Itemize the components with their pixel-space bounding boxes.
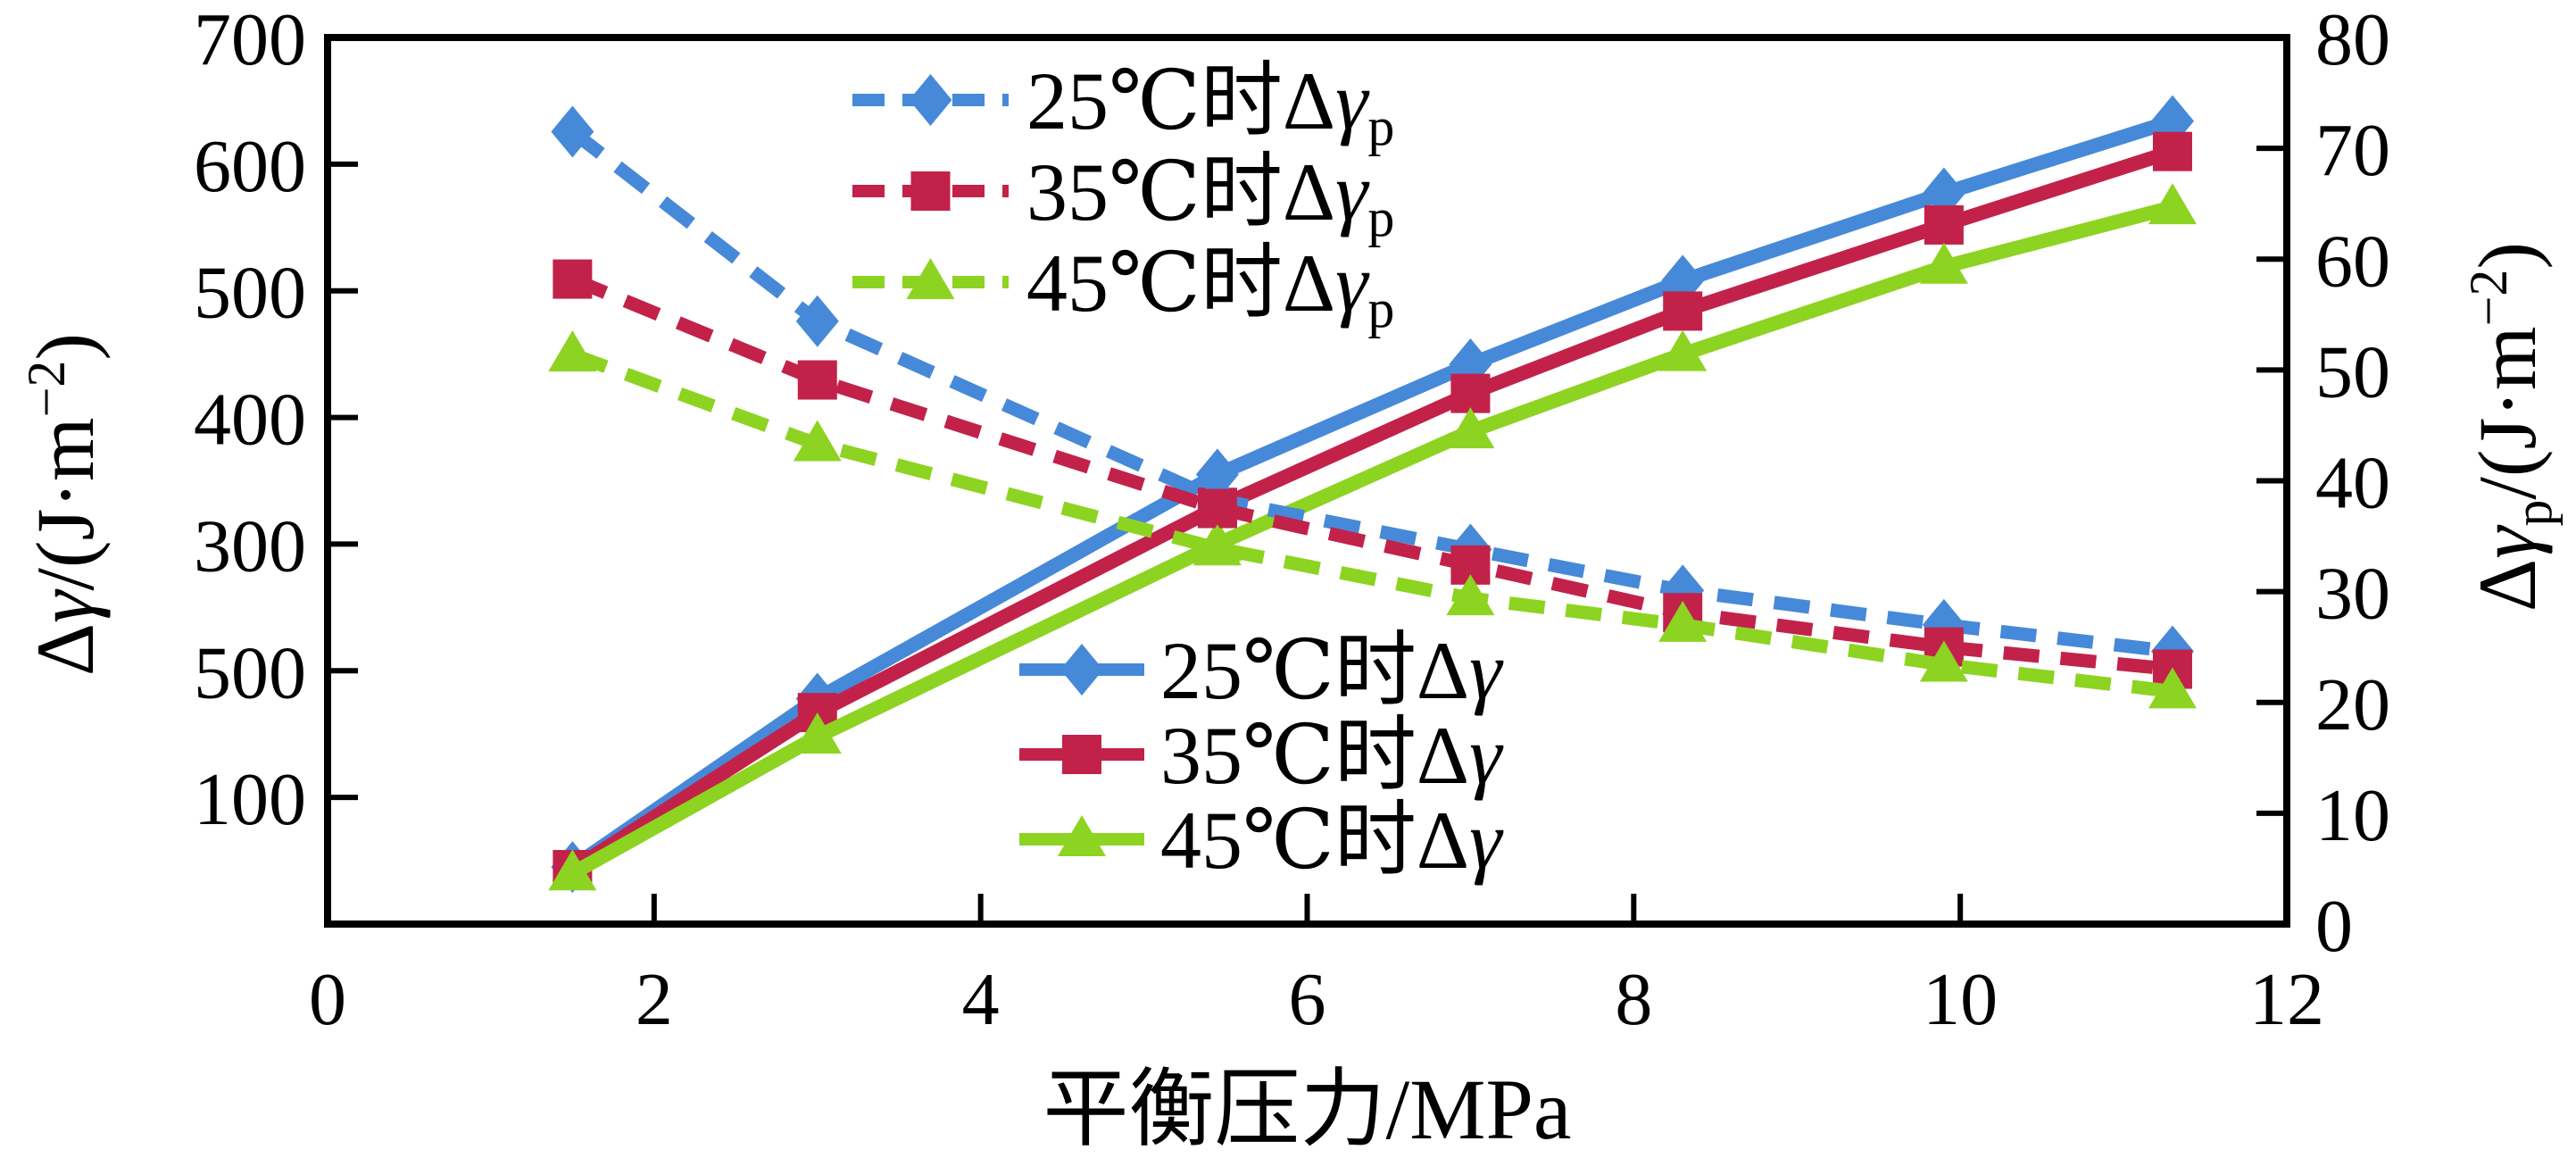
legend-solid-row-2-label-gamma: γ [1469, 795, 1504, 886]
right-axis-tick-label-8: 0 [2315, 885, 2353, 968]
legend-solid-row-0-label-pre: 25℃时Δ [1160, 625, 1469, 716]
left-axis-title-sup: −2 [17, 361, 76, 418]
series-2-point-5-triangle-marker [1919, 242, 1968, 284]
left-axis-title-suf: ) [20, 333, 111, 361]
legend-solid-row-1-label-gamma: γ [1469, 710, 1504, 801]
series-1-point-5-square-marker [1924, 204, 1964, 245]
series-2-point-1-triangle-marker [793, 712, 842, 754]
legend-dashed-row-1-square-marker [910, 171, 951, 211]
series-3-point-1-diamond-marker [795, 295, 839, 347]
legend-dashed-row-2-label-pre: 45℃时Δ [1026, 237, 1335, 329]
series-2-point-6-triangle-marker [2148, 183, 2197, 225]
left-axis-title-gamma: γ [20, 588, 111, 623]
series-5-point-0-triangle-marker [548, 329, 597, 371]
right-axis-title: Δγp/(J·m−2) [2459, 242, 2563, 612]
legend-solid-row-2-label-pre: 45℃时Δ [1160, 795, 1469, 886]
x-axis-tick-label-4: 8 [1615, 958, 1652, 1041]
legend-solid-row-0-label-gamma: γ [1469, 625, 1504, 716]
legend-solid-row-1-label-pre: 35℃时Δ [1160, 710, 1469, 801]
series-1-point-3-square-marker [1450, 373, 1491, 413]
x-axis-title: 平衡压力/MPa [1043, 1062, 1571, 1157]
x-axis-tick-label-1: 2 [636, 958, 673, 1041]
right-axis-title-sup: −2 [2459, 270, 2518, 327]
legend-solid-row-1-square-marker [1062, 735, 1101, 774]
legend-dashed-row-2-label-gamma: γ [1335, 237, 1370, 329]
left-axis-title-mid: /(J·m [20, 417, 111, 590]
legend-solid-row-0-label: 25℃时Δγ [1160, 625, 1504, 716]
legend-dashed-row-1-label-pre: 35℃时Δ [1026, 146, 1335, 237]
x-axis-tick-label-0: 0 [309, 958, 346, 1041]
legend-solid-row-1-label: 35℃时Δγ [1160, 710, 1504, 801]
right-axis-tick-label-4: 40 [2315, 442, 2390, 525]
right-axis-tick-label-0: 80 [2315, 0, 2390, 81]
right-axis-tick-label-1: 70 [2315, 109, 2390, 192]
right-axis-tick-label-7: 10 [2315, 774, 2390, 857]
series-3-point-0-diamond-marker [551, 105, 594, 158]
plot-border [324, 34, 2290, 928]
right-axis-title-pre: Δ [2462, 559, 2553, 612]
left-axis-tick-label-2: 500 [194, 252, 306, 335]
x-axis-tick-label-5: 10 [1923, 958, 1998, 1041]
left-axis-title: Δγ/(J·m−2) [17, 333, 111, 676]
series-5-point-3-triangle-marker [1446, 574, 1495, 616]
series-5-point-1-triangle-marker [793, 420, 842, 462]
legend-dashed-row-0-label-gamma: γ [1335, 55, 1370, 146]
right-axis-tick-label-5: 30 [2315, 553, 2390, 636]
x-axis-tick-label-3: 6 [1289, 958, 1326, 1041]
right-axis-title-sub: p [2504, 500, 2563, 527]
legend-dashed-row-0-label: 25℃时Δγp [1026, 55, 1394, 156]
right-axis-title-gamma: γ [2462, 524, 2553, 559]
series-1-point-4-square-marker [1663, 291, 1703, 331]
legend-dashed-row-0-label-sub: p [1367, 97, 1394, 156]
series-5-point-2-triangle-marker [1192, 524, 1242, 566]
series-5-point-5-triangle-marker [1919, 640, 1968, 682]
left-axis-title-pre: Δ [20, 623, 111, 676]
right-axis-tick-label-3: 50 [2315, 330, 2390, 413]
right-axis-tick-label-2: 60 [2315, 220, 2390, 303]
legend-dashed-row-0-diamond-marker [909, 74, 952, 126]
x-axis-tick-label-6: 12 [2249, 958, 2324, 1041]
legend-dashed-row-0-label-pre: 25℃时Δ [1026, 55, 1335, 146]
legend-solid-row-2-triangle-marker [1058, 815, 1106, 856]
left-axis-tick-label-5: 500 [194, 631, 306, 714]
series-2-point-4-triangle-marker [1658, 329, 1708, 371]
legend-dashed-row-2-triangle-marker [906, 258, 955, 299]
legend-solid-row-2-label: 45℃时Δγ [1160, 795, 1504, 886]
legend-dashed-row-1-label-sub: p [1367, 188, 1394, 247]
series-1-point-6-square-marker [2152, 131, 2192, 171]
right-axis-tick-label-6: 20 [2315, 663, 2390, 746]
left-axis-tick-label-0: 700 [194, 0, 306, 81]
series-2-point-0-triangle-marker [548, 849, 597, 891]
series-4-point-0-square-marker [553, 259, 593, 299]
x-axis-tick-label-2: 4 [962, 958, 1000, 1041]
legend-dashed-row-1-label: 35℃时Δγp [1026, 146, 1394, 247]
legend-dashed-row-1-label-gamma: γ [1335, 146, 1370, 237]
left-axis-tick-label-3: 400 [194, 379, 306, 462]
right-axis-title-mid: /(J·m [2462, 326, 2553, 499]
series-5-point-6-triangle-marker [2148, 667, 2197, 709]
series-4-point-1-square-marker [797, 360, 837, 400]
series-4-point-2-square-marker [1197, 488, 1237, 529]
series-2-point-3-triangle-marker [1446, 407, 1495, 449]
left-axis-tick-label-4: 300 [194, 504, 306, 587]
legend-solid-row-0-diamond-marker [1060, 644, 1103, 696]
left-axis-tick-label-1: 600 [194, 125, 306, 208]
left-axis-tick-label-6: 100 [194, 758, 306, 841]
legend-dashed-row-2-label-sub: p [1367, 279, 1394, 338]
x-axis-title-text: 平衡压力/MPa [1043, 1062, 1571, 1157]
right-axis-title-suf: ) [2462, 242, 2553, 270]
series-5-point-4-triangle-marker [1658, 600, 1708, 642]
legend-dashed-row-2-label: 45℃时Δγp [1026, 237, 1394, 338]
